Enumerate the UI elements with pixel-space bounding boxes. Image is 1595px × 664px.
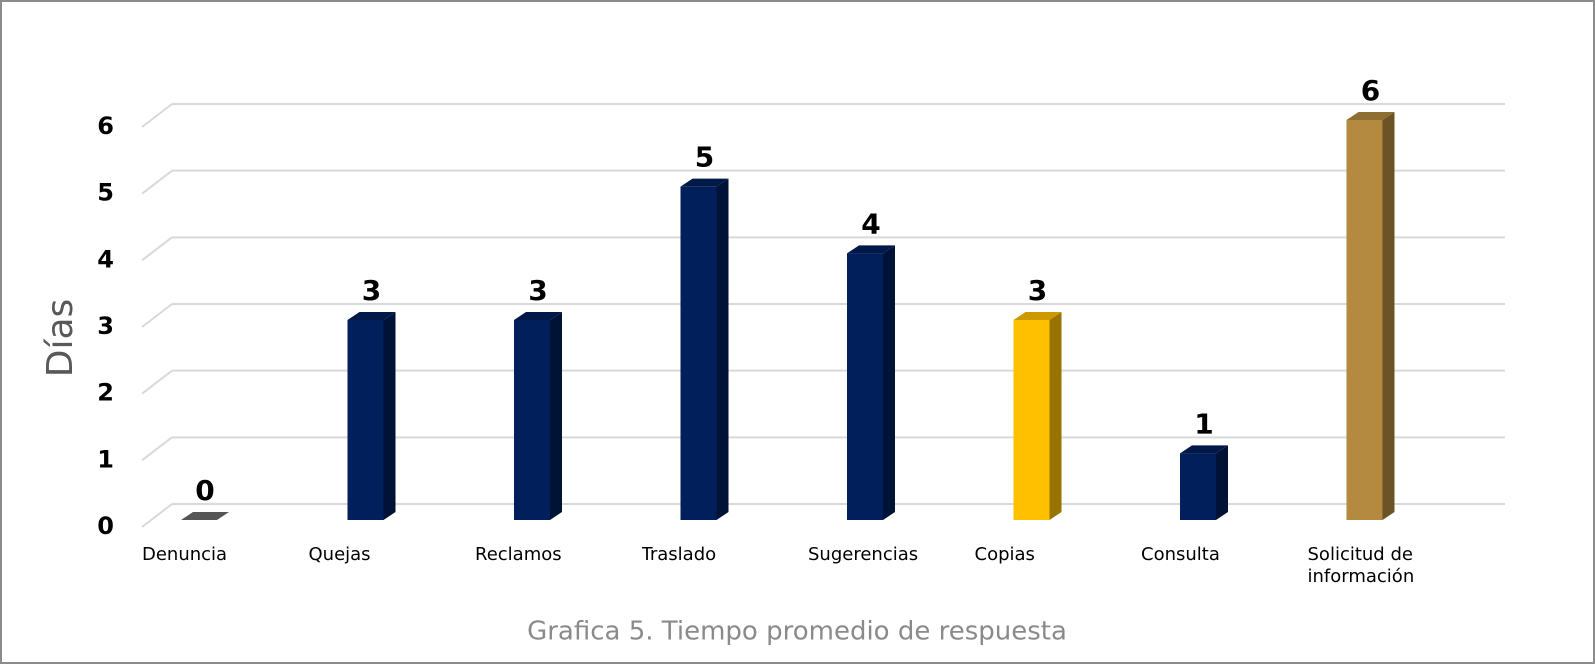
bar (1346, 120, 1383, 520)
x-tick-label: Reclamos (475, 544, 562, 565)
y-axis-label: Días (40, 299, 81, 378)
x-tick-label: Solicitud de información (1307, 544, 1415, 587)
bar (1180, 453, 1216, 520)
bar-top (1180, 445, 1228, 454)
x-tick-label-box: Traslado (641, 544, 717, 565)
bar-side (383, 312, 396, 520)
bar-side (1382, 112, 1395, 520)
data-label: 4 (861, 207, 880, 240)
x-tick-label-box: Sugerencias (808, 544, 919, 565)
bar-side (1049, 312, 1062, 520)
y-tick-label: 6 (97, 112, 114, 140)
chart-title: Grafica 5. Tiempo promedio de respuesta (527, 617, 1067, 647)
x-tick-label-box: Quejas (308, 544, 371, 565)
x-tick-label-box: Consulta (1141, 544, 1220, 565)
x-tick-label-box: Copias (974, 544, 1035, 565)
bar-top (1346, 112, 1395, 120)
grid-line (141, 369, 173, 395)
data-label: 3 (1028, 274, 1047, 307)
data-label: 0 (195, 474, 214, 507)
bar (847, 253, 883, 521)
y-tick-label: 3 (97, 312, 114, 340)
x-tick-label: Consulta (1141, 544, 1220, 565)
x-tick-label: Denuncia (142, 544, 228, 565)
y-tick-label: 5 (97, 179, 114, 207)
y-tick-label: 0 (97, 512, 114, 540)
data-label: 1 (1194, 407, 1213, 440)
grid-line (141, 303, 173, 328)
bar-side (883, 245, 895, 521)
x-tick-label: Sugerencias (808, 544, 919, 565)
x-tick-label-box: Solicitud de información (1307, 544, 1415, 587)
data-label: 5 (695, 141, 714, 174)
bar-side (1216, 445, 1228, 520)
grid-line (141, 236, 173, 262)
bar-top (680, 178, 729, 187)
y-tick-label: 1 (97, 445, 114, 473)
bar-side (550, 312, 562, 520)
x-tick-label: Quejas (308, 544, 371, 565)
data-label: 6 (1361, 74, 1380, 107)
x-tick-label-box: Denuncia (142, 544, 228, 565)
y-tick-label: 4 (97, 245, 114, 273)
bar-side (716, 178, 729, 520)
grid-line (141, 169, 173, 195)
bar-top (181, 512, 229, 520)
bar (1013, 320, 1050, 520)
x-tick-label: Traslado (641, 544, 717, 565)
bar-top (847, 245, 895, 254)
grid-line (141, 436, 173, 462)
x-tick-label-box: Reclamos (475, 544, 562, 565)
bar-top (514, 312, 562, 320)
data-label: 3 (362, 274, 381, 307)
grid-line (141, 503, 173, 528)
bar (680, 186, 717, 520)
bar-top (1013, 312, 1062, 320)
bar (347, 320, 384, 520)
y-tick-label: 2 (97, 379, 114, 407)
bar-top (347, 312, 396, 320)
x-tick-label: Copias (974, 544, 1035, 565)
data-label: 3 (528, 274, 547, 307)
grid-line (141, 103, 173, 128)
bar (514, 320, 550, 520)
